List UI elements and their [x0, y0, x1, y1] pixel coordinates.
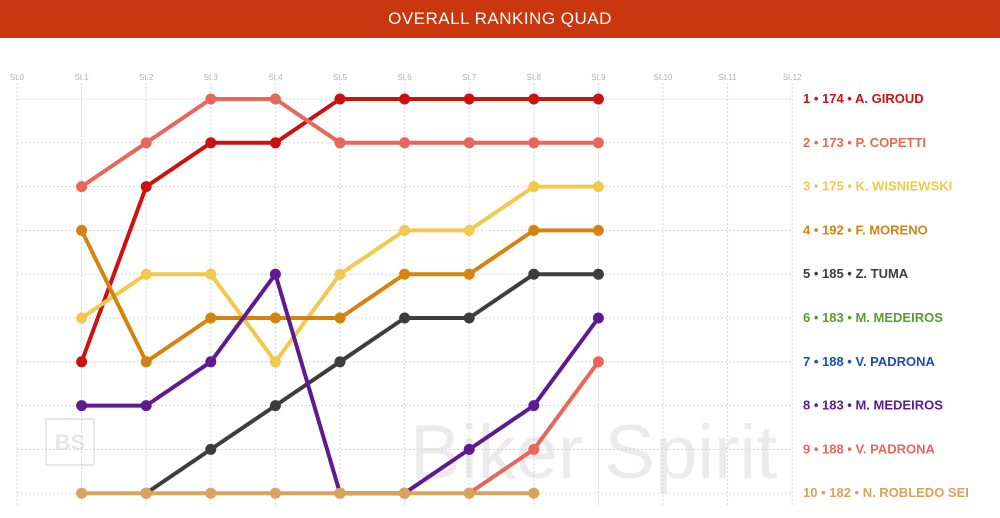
stage-tick-label: St.12 [783, 73, 802, 82]
stage-labels: St.0 St.1 St.2 St.3 St.4 St.5 St.6 St.7 St.8 St.9… [10, 73, 802, 82]
series-point [140, 268, 152, 280]
series-point [528, 93, 540, 105]
legend-entry: 9 • 188 • V. PADRONA [803, 441, 936, 456]
series-point [463, 224, 475, 236]
series-point [269, 400, 281, 412]
series-point [334, 487, 346, 499]
series-point [528, 268, 540, 280]
series-point [592, 137, 604, 149]
series-point [334, 268, 346, 280]
series-point [76, 312, 88, 324]
series-point [76, 400, 88, 412]
series-point [205, 443, 217, 455]
stage-tick-label: St.7 [462, 73, 477, 82]
legend: 1 • 174 • A. GIROUD 2 • 173 • P. COPETTI 3… [803, 91, 969, 500]
chart-title: OVERALL RANKING QUAD [388, 9, 612, 28]
series-point [269, 268, 281, 280]
watermark-logo: BS [55, 430, 86, 455]
series-point [463, 137, 475, 149]
series-point [334, 93, 346, 105]
watermark-logo-frame [45, 418, 95, 466]
series-point [592, 93, 604, 105]
series-point [399, 268, 411, 280]
series-point [592, 224, 604, 236]
chart-title-bar: OVERALL RANKING QUAD [0, 0, 1000, 38]
stage-tick-label: St.10 [654, 73, 673, 82]
series-point [269, 356, 281, 368]
series-point [592, 268, 604, 280]
stage-tick-label: St.11 [719, 73, 738, 82]
stage-tick-label: St.5 [333, 73, 348, 82]
stage-tick-label: St.4 [268, 73, 283, 82]
legend-entry: 6 • 183 • M. MEDEIROS [803, 310, 943, 325]
series-point [528, 224, 540, 236]
series-point [592, 312, 604, 324]
series-point [399, 224, 411, 236]
legend-entry: 3 • 175 • K. WISNIEWSKI [803, 179, 952, 194]
series-point [399, 137, 411, 149]
stage-tick-label: St.0 [10, 73, 25, 82]
series-point [205, 137, 217, 149]
series-point [76, 224, 88, 236]
series-point [463, 312, 475, 324]
stage-tick-label: St.6 [397, 73, 412, 82]
series-point [528, 487, 540, 499]
series [76, 93, 604, 193]
series-point [205, 487, 217, 499]
series-point [140, 487, 152, 499]
legend-entry: 1 • 174 • A. GIROUD [803, 91, 924, 106]
stage-tick-label: St.2 [139, 73, 154, 82]
legend-entry: 10 • 182 • N. ROBLEDO SEI [803, 485, 969, 500]
series-point [592, 356, 604, 368]
series-point [528, 443, 540, 455]
series-point [140, 400, 152, 412]
series [76, 224, 604, 368]
series-point [528, 181, 540, 193]
series-point [205, 356, 217, 368]
series-point [205, 268, 217, 280]
legend-entry: 2 • 173 • P. COPETTI [803, 135, 926, 150]
series-point [269, 312, 281, 324]
watermark: BS Biker Spirit [45, 410, 777, 495]
stage-tick-label: St.3 [204, 73, 219, 82]
series-point [76, 356, 88, 368]
series-point [463, 443, 475, 455]
series-point [269, 487, 281, 499]
series-point [463, 487, 475, 499]
legend-entry: 4 • 192 • F. MORENO [803, 222, 928, 237]
series-point [528, 137, 540, 149]
series [76, 487, 540, 499]
series-point [76, 181, 88, 193]
series-point [463, 268, 475, 280]
series-point [334, 312, 346, 324]
series-point [140, 181, 152, 193]
series-point [399, 93, 411, 105]
series-point [76, 487, 88, 499]
legend-entry: 7 • 188 • V. PADRONA [803, 354, 936, 369]
legend-entry: 5 • 185 • Z. TUMA [803, 266, 909, 281]
series [76, 181, 604, 368]
series-point [399, 487, 411, 499]
stage-tick-label: St.8 [527, 73, 542, 82]
series-layer [76, 93, 604, 499]
series-point [463, 93, 475, 105]
series-point [205, 312, 217, 324]
series [76, 93, 604, 368]
series-point [269, 137, 281, 149]
stage-tick-label: St.9 [591, 73, 606, 82]
series-point [140, 356, 152, 368]
series-point [399, 312, 411, 324]
stage-tick-label: St.1 [74, 73, 89, 82]
series-point [140, 137, 152, 149]
series-point [269, 93, 281, 105]
series-point [528, 400, 540, 412]
series-point [205, 93, 217, 105]
series-point [334, 137, 346, 149]
legend-entry: 8 • 183 • M. MEDEIROS [803, 398, 943, 413]
series-line [144, 272, 601, 496]
series-point [592, 181, 604, 193]
series-point [334, 356, 346, 368]
ranking-chart: BS Biker Spirit St.0 St.1 St.2 St.3 St.4 St.5… [10, 73, 969, 506]
